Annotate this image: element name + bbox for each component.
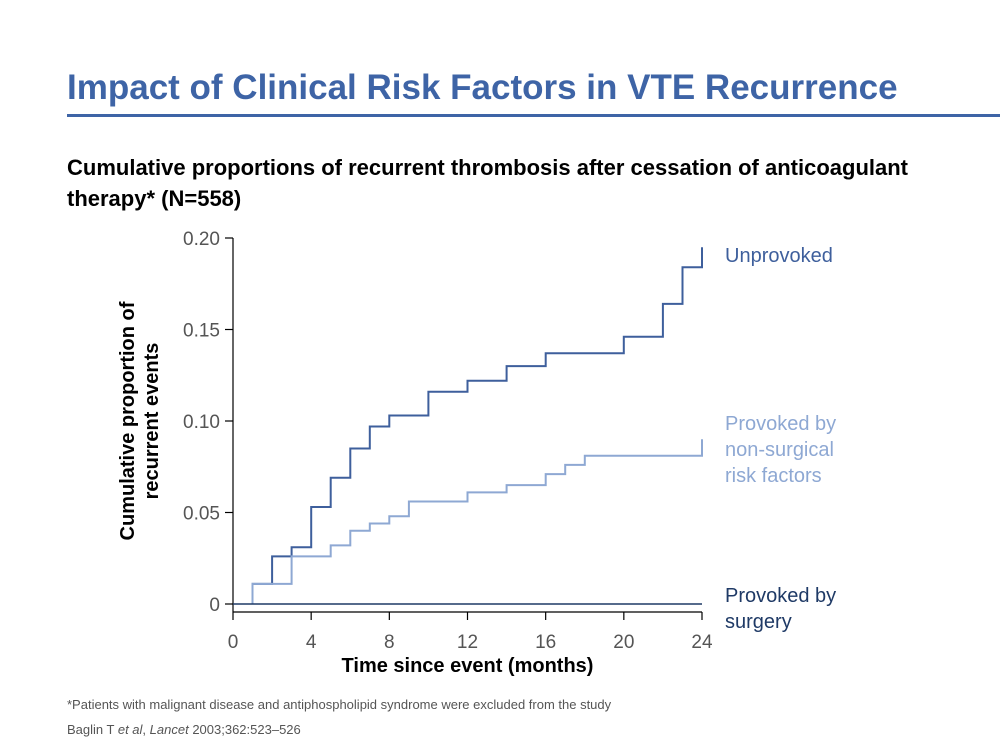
series-lines xyxy=(233,247,703,605)
series-line-non-surgical xyxy=(251,439,703,604)
citation: Baglin T et al, Lancet 2003;362:523–526 xyxy=(67,722,301,737)
citation-journal: Lancet xyxy=(149,722,189,737)
y-tick-label: 0.05 xyxy=(183,504,220,525)
x-tick-label: 20 xyxy=(613,632,634,653)
y-axis-title: Cumulative proportion of recurrent events xyxy=(117,301,163,540)
x-tick-label: 4 xyxy=(306,632,317,653)
y-tick-label: 0.15 xyxy=(183,321,220,342)
slide-title: Impact of Clinical Risk Factors in VTE R… xyxy=(67,68,898,107)
series-line-unprovoked xyxy=(251,247,703,604)
y-tick-label: 0.10 xyxy=(183,412,220,433)
citation-et-al: et al xyxy=(117,722,143,737)
series-label-non-surgical: Provoked by non-surgical risk factors xyxy=(725,413,836,487)
x-tick-label: 16 xyxy=(535,632,556,653)
x-tick-label: 0 xyxy=(228,632,239,653)
citation-separator: , xyxy=(142,722,150,737)
footnote: *Patients with malignant disease and ant… xyxy=(67,697,612,712)
series-labels: Unprovoked Provoked by non-surgical risk fa… xyxy=(725,245,836,633)
x-tick-label: 12 xyxy=(457,632,478,653)
citation-author: Baglin T xyxy=(67,722,118,737)
series-label-unprovoked: Unprovoked xyxy=(725,245,833,267)
citation-details: 2003;362:523–526 xyxy=(188,722,301,737)
x-ticks: 0 4 8 12 16 20 24 xyxy=(228,612,713,653)
chart-subtitle: Cumulative proportions of recurrent thro… xyxy=(67,155,909,211)
x-axis-title: Time since event (months) xyxy=(342,655,594,677)
series-label-surgery: Provoked by surgery xyxy=(725,585,836,633)
y-ticks: 0 0.05 0.10 0.15 0.20 xyxy=(183,229,233,616)
title-divider xyxy=(67,114,1000,117)
x-tick-label: 8 xyxy=(384,632,395,653)
y-tick-label: 0.20 xyxy=(183,229,220,250)
x-tick-label: 24 xyxy=(691,632,713,653)
y-tick-label: 0 xyxy=(209,595,220,616)
